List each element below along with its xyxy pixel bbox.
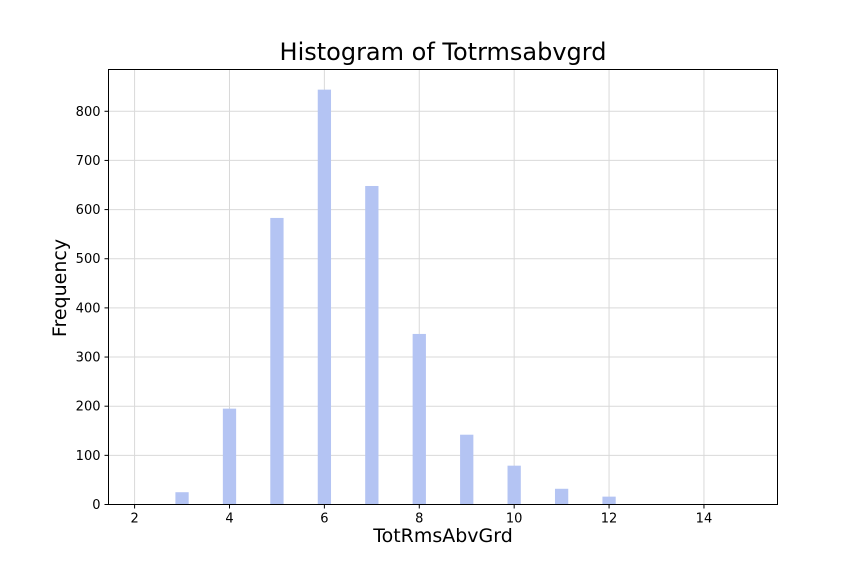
- y-tick-label: 500: [76, 252, 101, 267]
- histogram-bar: [365, 185, 379, 505]
- histogram-bar: [507, 465, 521, 505]
- bars-group: [175, 89, 616, 505]
- histogram-bar: [412, 333, 426, 505]
- plot-frame: [108, 69, 778, 505]
- x-tick-label: 2: [130, 512, 138, 527]
- y-tick-label: 700: [76, 154, 101, 169]
- y-tick-label: 100: [76, 449, 101, 464]
- grid-lines: [108, 69, 778, 505]
- histogram-bar: [554, 488, 569, 505]
- histogram-bar: [270, 217, 284, 505]
- histogram-bar: [317, 89, 332, 505]
- y-ticks: 0 100 200 300 400 500 600 700 800: [76, 105, 109, 513]
- histogram-bar: [602, 496, 616, 505]
- x-tick-label: 6: [320, 512, 328, 527]
- x-axis-label: TotRmsAbvGrd: [373, 525, 513, 547]
- chart-title: Histogram of Totrmsabvgrd: [279, 38, 607, 66]
- x-tick-label: 8: [415, 512, 423, 527]
- histogram-bar: [222, 408, 237, 505]
- y-tick-label: 200: [76, 400, 101, 415]
- x-ticks: 2 4 6 8 10 12 14: [130, 504, 713, 527]
- histogram-bar: [460, 434, 474, 505]
- x-tick-label: 10: [506, 512, 523, 527]
- y-tick-label: 300: [76, 351, 101, 366]
- y-tick-label: 800: [76, 105, 101, 120]
- y-tick-label: 600: [76, 203, 101, 218]
- y-tick-label: 0: [92, 498, 100, 513]
- y-tick-label: 400: [76, 301, 101, 316]
- histogram-bar: [175, 492, 189, 505]
- x-tick-label: 14: [696, 512, 713, 527]
- x-tick-label: 12: [601, 512, 618, 527]
- x-tick-label: 4: [225, 512, 233, 527]
